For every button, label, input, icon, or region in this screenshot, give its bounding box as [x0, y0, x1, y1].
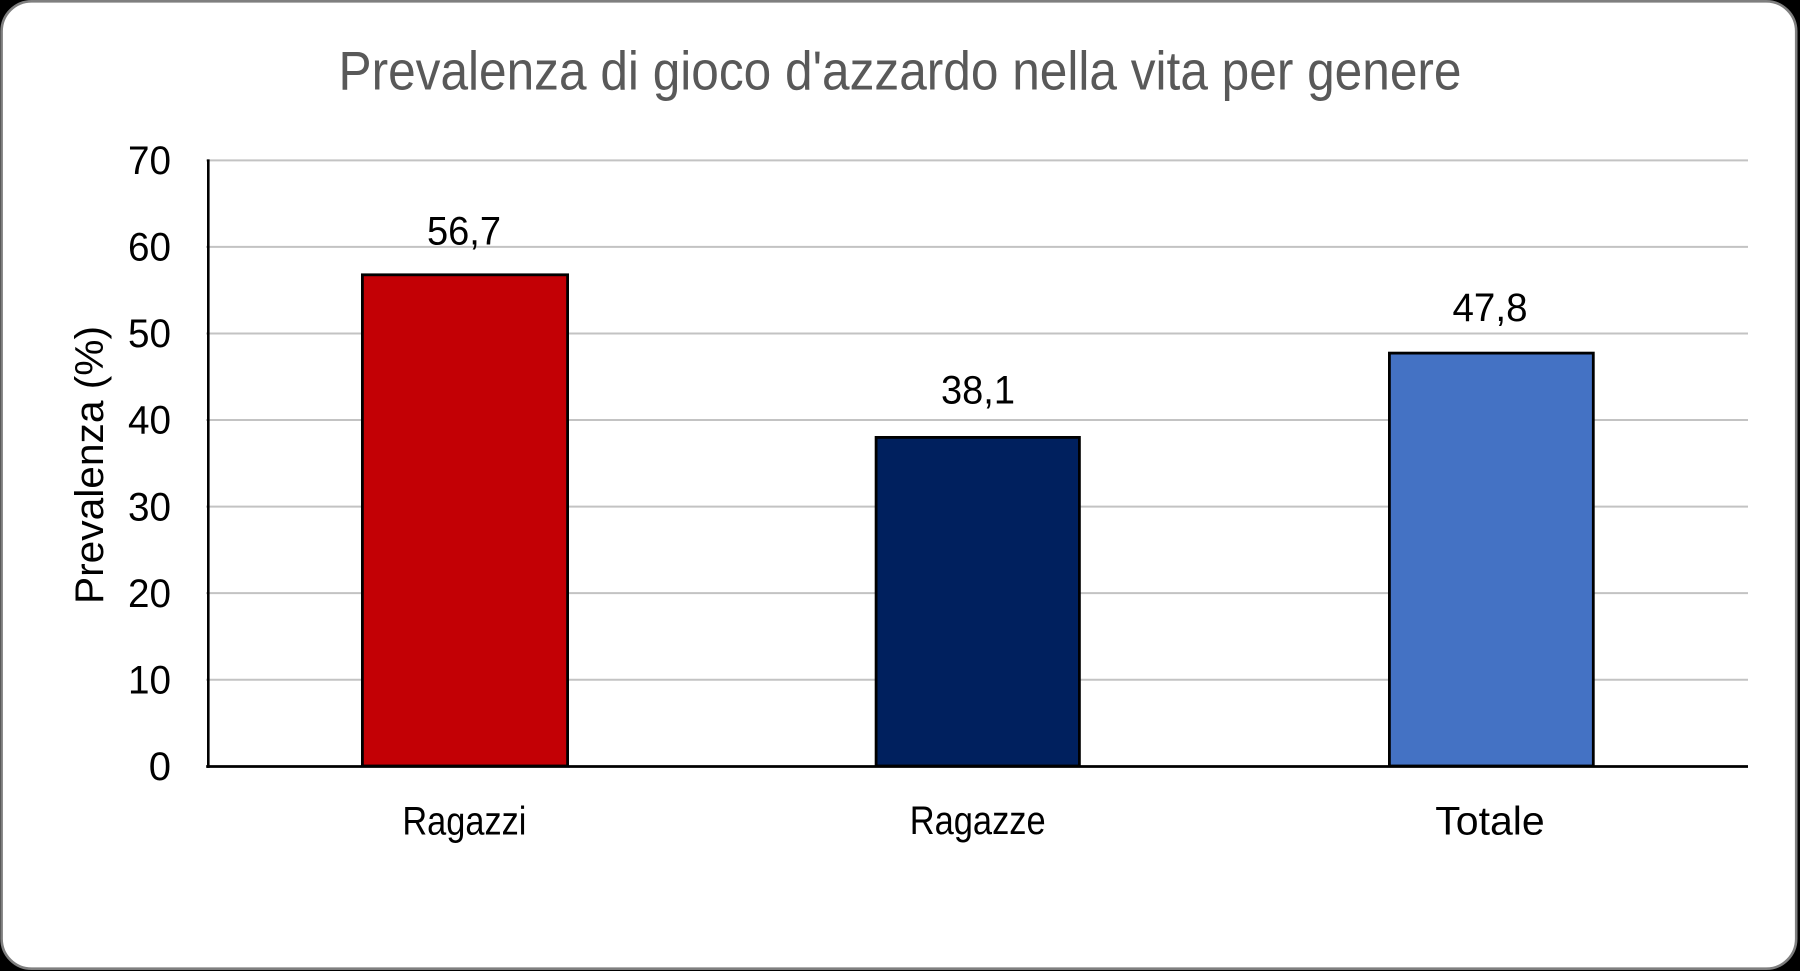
- svg-text:60: 60: [128, 226, 171, 270]
- svg-text:Ragazze: Ragazze: [910, 799, 1046, 843]
- svg-text:Ragazzi: Ragazzi: [402, 800, 526, 844]
- svg-text:20: 20: [128, 572, 171, 616]
- svg-text:56,7: 56,7: [427, 209, 501, 253]
- svg-text:0: 0: [149, 745, 171, 789]
- svg-text:40: 40: [128, 399, 171, 443]
- svg-text:47,8: 47,8: [1453, 286, 1528, 330]
- svg-text:10: 10: [128, 658, 171, 702]
- svg-text:70: 70: [128, 139, 171, 183]
- svg-text:38,1: 38,1: [941, 368, 1015, 412]
- svg-text:30: 30: [128, 485, 171, 529]
- svg-text:Prevalenza (%): Prevalenza (%): [68, 326, 112, 604]
- svg-text:50: 50: [128, 312, 171, 356]
- svg-text:Prevalenza di gioco d'azzardo: Prevalenza di gioco d'azzardo nella vita…: [339, 41, 1462, 102]
- svg-text:Totale: Totale: [1435, 799, 1545, 843]
